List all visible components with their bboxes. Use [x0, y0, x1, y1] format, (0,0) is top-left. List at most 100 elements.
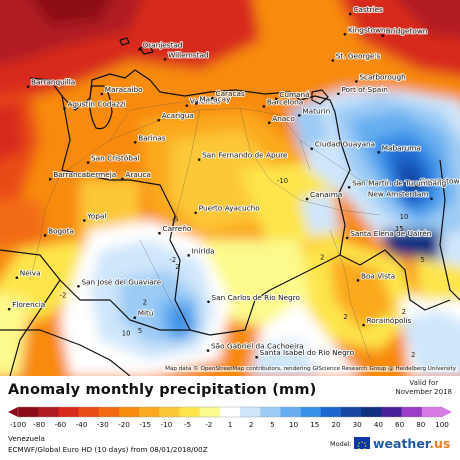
city-label: São Gabriel da Cachoeira [211, 342, 304, 351]
colorbar-swatch [78, 407, 100, 417]
city-label: Rorainópolis [367, 316, 412, 325]
city-dot [331, 59, 335, 62]
borders [0, 37, 460, 376]
colorbar-swatch [300, 407, 322, 417]
city-dot [82, 219, 86, 222]
city-label: Ciudad Guayana [315, 140, 375, 149]
city-dot [211, 96, 214, 100]
city-label-halo: San Fernando de Apure [202, 151, 288, 160]
city-label: Santa Elena de Uairén [350, 229, 431, 238]
city-label-halo: Ciudad Guayana [315, 140, 375, 149]
colorbar-tick-label: 60 [395, 420, 405, 429]
city-label-halo: Maturín [302, 106, 330, 115]
city-marker[interactable]: St. George'sSt. George's [331, 50, 381, 62]
city-dot [415, 184, 418, 187]
city-label: Anaco [272, 114, 295, 123]
city-dot [348, 12, 352, 16]
contour-value-label: -5 [172, 215, 179, 223]
city-label-halo: Florencia [12, 300, 45, 309]
city-label-halo: Yopal [86, 211, 106, 220]
city-dot [138, 48, 141, 51]
city-label: Inírida [192, 246, 215, 255]
city-dot [298, 114, 301, 117]
valid-for: Valid for November 2018 [396, 379, 452, 397]
contour-value-label: 2 [175, 263, 179, 271]
city-label: Bogota [48, 226, 74, 235]
city-label-halo: Inírida [192, 246, 215, 255]
city-dot [362, 323, 365, 327]
contour-value-label: 2 [402, 308, 406, 316]
city-label-halo: Santa Elena de Uairén [350, 229, 431, 238]
city-label-halo: Agustín Codazzi [67, 100, 125, 109]
city-dot [206, 349, 210, 352]
city-label: Santa Isabel do Rio Negro [260, 348, 355, 357]
city-label-halo: São Gabriel da Cachoeira [211, 342, 304, 351]
contour-value-label: 2 [343, 313, 347, 321]
brand-logo[interactable]: weather.us [373, 436, 450, 451]
city-dot [381, 34, 385, 37]
city-label: Mabaruma [382, 143, 421, 152]
city-dot [163, 57, 167, 61]
city-label-halo: San Cristóbal [91, 154, 139, 163]
city-label-halo: Arauca [125, 170, 151, 179]
city-label-halo: Mabaruma [382, 143, 421, 152]
city-label: Port of Spain [341, 85, 388, 94]
city-label-halo: Neiva [20, 269, 41, 278]
city-label-halo: Canaima [310, 190, 342, 199]
city-label-halo: Boa Vista [361, 271, 395, 280]
colorbar-low-arrow [8, 407, 18, 417]
city-dot [26, 85, 30, 88]
city-label: Kingstown [348, 25, 386, 34]
colorbar-tick-label: 20 [331, 420, 341, 429]
city-dot [157, 118, 161, 122]
precipitation-anomaly-map[interactable]: Castries Castries Kingstown Kingstown Bridge… [0, 0, 460, 376]
city-label: Neiva [20, 269, 41, 278]
city-label: San Fernando de Apure [202, 151, 288, 160]
colorbar-swatch [38, 407, 59, 417]
